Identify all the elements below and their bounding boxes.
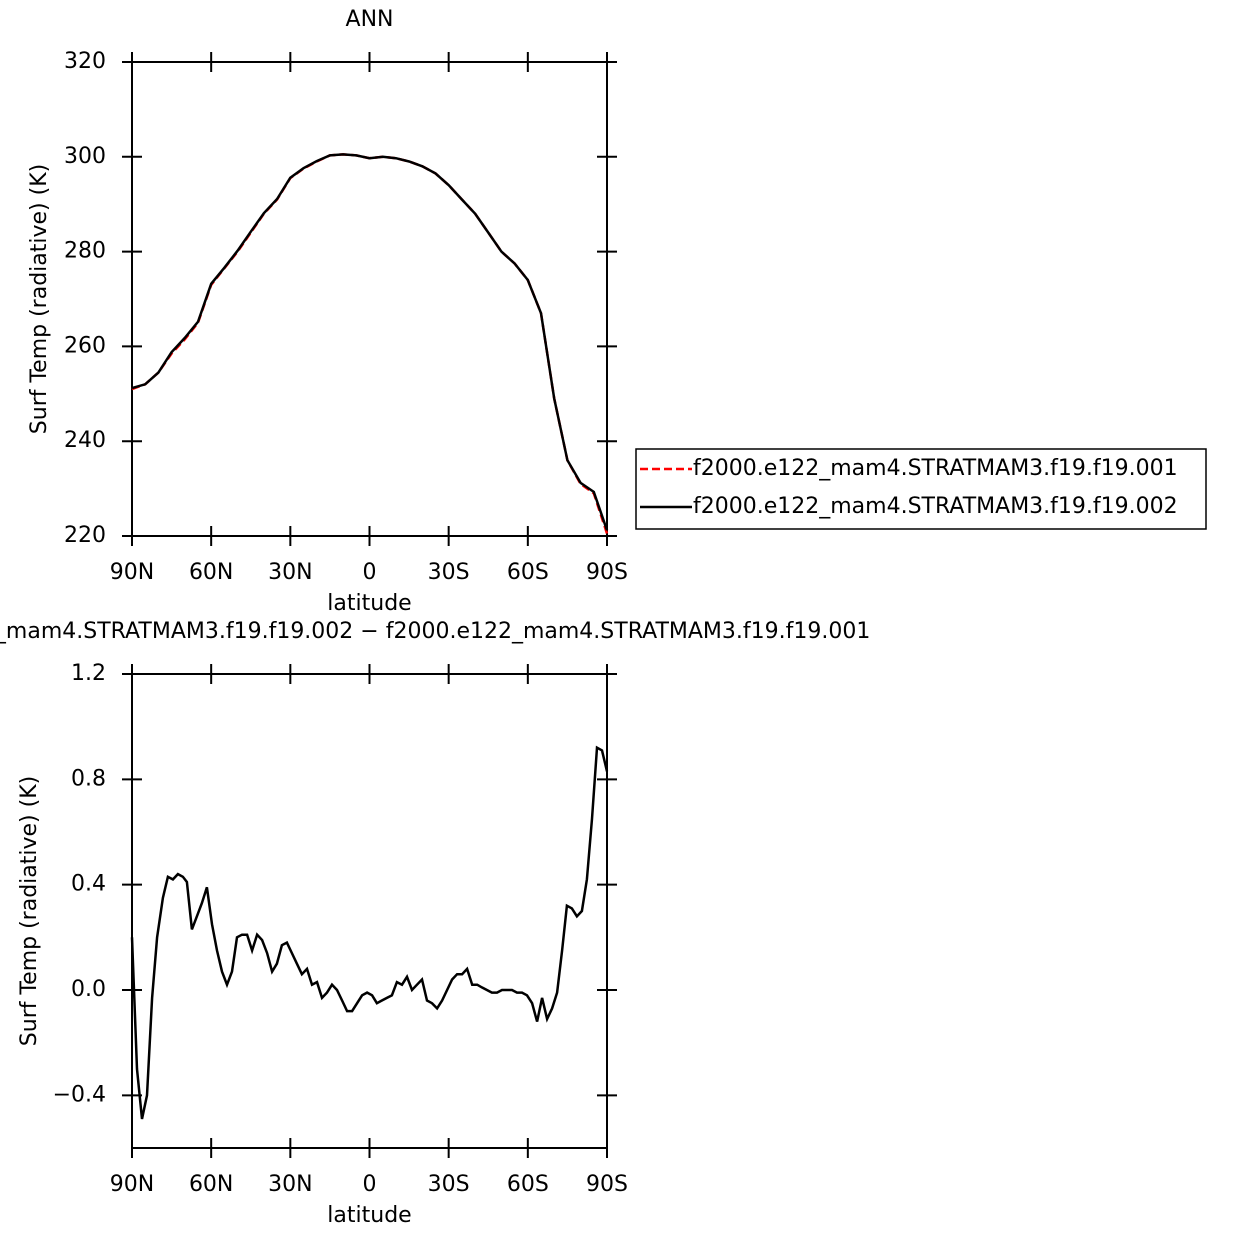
y-tick-label: 260	[64, 333, 106, 358]
x-tick-label: 30N	[268, 1172, 312, 1197]
y-tick-label: 0.8	[71, 766, 106, 791]
legend-box	[635, 448, 1207, 530]
y-tick-label: −0.4	[53, 1082, 106, 1107]
line-series	[131, 153, 609, 531]
plot-frame	[131, 673, 608, 1149]
x-tick-label: 90S	[586, 560, 628, 585]
y-tick-label: 300	[64, 144, 106, 169]
y-tick-label: 240	[64, 428, 106, 453]
y-tick-label: 320	[64, 49, 106, 74]
x-tick-label: 90S	[586, 1172, 628, 1197]
y-tick-label: 0.4	[71, 872, 106, 897]
x-tick-label: 90N	[110, 1172, 154, 1197]
x-tick-label: 60S	[507, 1172, 549, 1197]
line-series	[131, 153, 609, 534]
line-series	[130, 745, 609, 1120]
y-tick-label: 0.0	[71, 977, 106, 1002]
legend-label: f2000.e122_mam4.STRATMAM3.f19.f19.002	[693, 494, 1178, 519]
y-tick-label: 280	[64, 239, 106, 264]
x-axis-label: latitude	[327, 591, 411, 616]
x-tick-label: 60S	[507, 560, 549, 585]
chart-title: ANN	[346, 7, 394, 32]
x-tick-label: 60N	[189, 1172, 233, 1197]
x-tick-label: 0	[363, 1172, 377, 1197]
legend-label: f2000.e122_mam4.STRATMAM3.f19.f19.001	[693, 456, 1178, 481]
x-tick-label: 30S	[428, 1172, 470, 1197]
y-tick-label: 220	[64, 523, 106, 548]
y-axis-label: Surf Temp (radiative) (K)	[17, 776, 42, 1046]
x-tick-label: 60N	[189, 560, 233, 585]
x-tick-label: 0	[363, 560, 377, 585]
y-tick-label: 1.2	[71, 661, 106, 686]
y-axis-label: Surf Temp (radiative) (K)	[27, 164, 52, 434]
x-axis-label: latitude	[327, 1203, 411, 1228]
chart-title: f2000.e122_mam4.STRATMAM3.f19.f19.002 − …	[0, 619, 870, 644]
x-tick-label: 30N	[268, 560, 312, 585]
x-tick-label: 90N	[110, 560, 154, 585]
x-tick-label: 30S	[428, 560, 470, 585]
